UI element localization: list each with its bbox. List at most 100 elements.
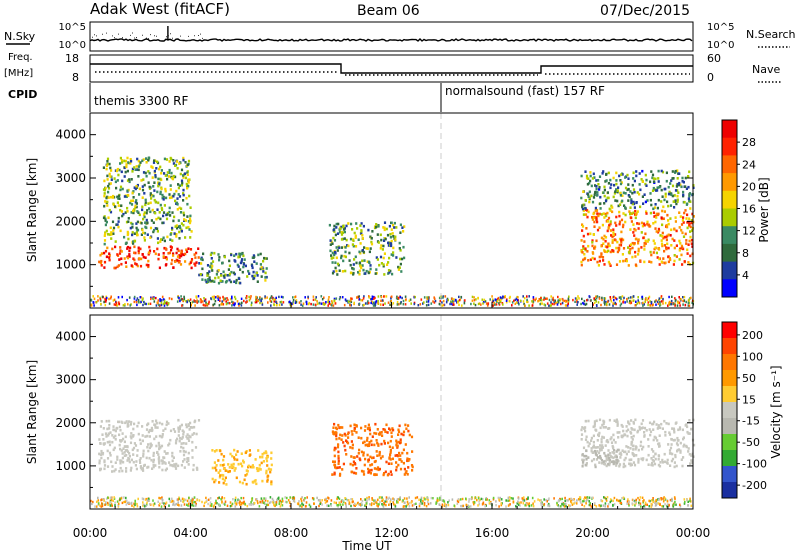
colorbar-swatch [722, 243, 737, 263]
data-cell [367, 460, 370, 463]
noise-cell [149, 302, 152, 305]
data-cell [171, 459, 174, 463]
data-cell [104, 219, 107, 222]
data-cell [339, 227, 342, 230]
noise-cell [557, 500, 560, 503]
noise-cell [377, 503, 379, 506]
data-cell [120, 449, 123, 452]
data-cell [123, 440, 126, 444]
data-cell [191, 433, 194, 436]
data-cell [189, 206, 192, 209]
data-cell [255, 482, 258, 486]
data-cell [593, 225, 596, 228]
noise-cell [242, 496, 245, 500]
noise-cell [676, 304, 679, 307]
noise-cell [631, 502, 633, 505]
data-cell [635, 170, 638, 173]
data-cell [659, 234, 662, 237]
data-cell [128, 178, 131, 181]
noise-cell [620, 297, 622, 301]
noise-cell [308, 503, 311, 507]
noise-cell [527, 503, 530, 506]
noise-cell [635, 498, 637, 502]
data-cell [104, 223, 107, 227]
data-cell [687, 175, 690, 178]
noise-cell [152, 499, 154, 502]
data-cell [638, 222, 641, 226]
data-cell [223, 255, 226, 259]
data-cell [334, 447, 337, 450]
data-cell [643, 223, 646, 227]
data-cell [165, 452, 168, 455]
data-cell [602, 170, 605, 173]
data-cell [625, 429, 628, 433]
noise-cell [143, 503, 145, 507]
data-cell [112, 203, 115, 207]
data-cell [681, 246, 684, 249]
data-cell [664, 430, 667, 434]
noise-cell [570, 500, 572, 503]
data-cell [249, 465, 252, 469]
data-cell [669, 452, 672, 455]
data-cell [690, 454, 693, 457]
data-cell [607, 216, 611, 220]
data-cell [601, 444, 604, 447]
noise-cell [171, 499, 174, 503]
data-cell [132, 196, 135, 199]
data-cell [583, 240, 586, 243]
data-cell [176, 255, 180, 258]
data-cell [135, 202, 138, 205]
data-cell [641, 169, 644, 173]
data-cell [591, 239, 594, 242]
noise-cell [177, 498, 180, 501]
noise-cell [423, 501, 426, 505]
noise-cell [621, 295, 624, 298]
noise-cell [508, 499, 511, 502]
data-cell [667, 233, 670, 237]
data-cell [343, 230, 346, 234]
data-cell [139, 461, 142, 464]
data-cell [133, 232, 136, 235]
noise-cell [415, 502, 417, 505]
data-cell [668, 190, 671, 194]
data-cell [336, 445, 340, 449]
noise-cell [104, 303, 107, 307]
data-cell [389, 451, 392, 454]
nave-label: Nave [752, 63, 780, 76]
colorbar-swatch [722, 322, 737, 339]
noise-cell [250, 503, 252, 506]
data-cell [603, 234, 606, 238]
data-cell [132, 427, 135, 431]
data-cell [650, 457, 653, 460]
data-cell [130, 199, 133, 203]
data-cell [624, 456, 627, 460]
data-cell [183, 172, 186, 175]
noise-cell [595, 295, 597, 298]
noise-cell [155, 304, 158, 307]
noise-cell [604, 297, 607, 300]
noise-cell [568, 497, 571, 501]
noise-cell [680, 298, 682, 301]
noise-cell [547, 504, 549, 507]
noise-cell [180, 295, 182, 298]
data-cell [611, 206, 614, 209]
data-cell [173, 192, 176, 196]
data-cell [649, 180, 652, 184]
noise-cell [337, 496, 339, 499]
data-cell [390, 431, 393, 435]
data-cell [665, 422, 668, 425]
data-cell [654, 177, 657, 181]
noise-cell [206, 499, 208, 502]
data-cell [599, 449, 602, 452]
data-cell [148, 249, 152, 253]
data-cell [401, 451, 404, 455]
data-cell [362, 454, 365, 457]
data-cell [171, 239, 174, 242]
data-cell [391, 272, 394, 276]
noise-cell [605, 302, 608, 305]
data-cell [166, 213, 169, 216]
data-cell [609, 264, 612, 267]
data-cell [125, 467, 128, 470]
data-cell [655, 251, 658, 255]
data-cell [119, 461, 122, 465]
